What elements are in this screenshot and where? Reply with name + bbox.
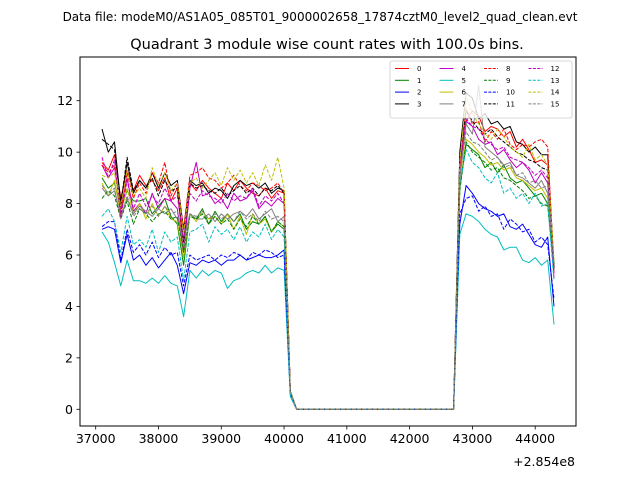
legend-label-3: 3 (417, 100, 421, 108)
y-tick-label: 4 (65, 299, 73, 314)
series-line-11 (101, 110, 555, 410)
x-tick-label: 37000 (76, 431, 116, 446)
legend-label-4: 4 (462, 65, 467, 73)
legend-label-10: 10 (506, 89, 515, 97)
legend-label-11: 11 (506, 100, 515, 108)
series-line-6 (101, 138, 555, 410)
series-line-9 (101, 141, 555, 410)
x-tick-label: 39000 (201, 431, 241, 446)
legend-label-12: 12 (551, 65, 560, 73)
legend-label-15: 15 (551, 100, 560, 108)
series-line-14 (101, 95, 555, 410)
series-line-0 (101, 110, 555, 410)
legend-label-8: 8 (506, 65, 510, 73)
y-tick-label: 6 (65, 248, 73, 263)
y-tick-label: 2 (65, 350, 73, 365)
legend-box (389, 60, 573, 119)
y-tick-label: 0 (65, 402, 73, 417)
series-line-5 (101, 213, 555, 410)
chart-title: Quadrant 3 module wise count rates with … (130, 37, 524, 53)
x-tick-label: 42000 (390, 431, 430, 446)
figure-suptitle: Data file: modeM0/AS1A05_085T01_90000026… (63, 10, 578, 24)
legend-label-1: 1 (417, 77, 421, 85)
x-tick-label: 40000 (264, 431, 304, 446)
legend-label-7: 7 (462, 100, 466, 108)
legend-label-2: 2 (417, 89, 421, 97)
x-tick-label: 44000 (515, 431, 555, 446)
legend-label-9: 9 (506, 77, 510, 85)
series-line-4 (101, 120, 555, 410)
series-line-8 (101, 107, 555, 410)
legend-label-6: 6 (462, 89, 467, 97)
legend-label-13: 13 (551, 77, 560, 85)
series-line-2 (101, 185, 555, 410)
legend-label-14: 14 (551, 89, 560, 97)
y-tick-label: 10 (57, 145, 73, 160)
axis-ticks: 37000 38000 39000 40000 41000 42000 43000 44000… (57, 93, 555, 446)
series-line-12 (101, 118, 555, 410)
x-tick-label: 41000 (327, 431, 367, 446)
plot-area (101, 84, 555, 410)
x-tick-label: 43000 (453, 431, 493, 446)
series-line-15 (101, 131, 555, 410)
y-tick-label: 12 (57, 93, 73, 108)
legend-label-0: 0 (417, 65, 421, 73)
series-line-13 (101, 149, 555, 410)
legend-label-5: 5 (462, 77, 466, 85)
series-line-10 (101, 195, 555, 410)
x-tick-label: 38000 (139, 431, 179, 446)
x-offset-label: +2.854e8 (513, 454, 575, 469)
y-tick-label: 8 (65, 196, 73, 211)
axes-frame (79, 56, 577, 427)
series-line-7 (101, 84, 555, 410)
